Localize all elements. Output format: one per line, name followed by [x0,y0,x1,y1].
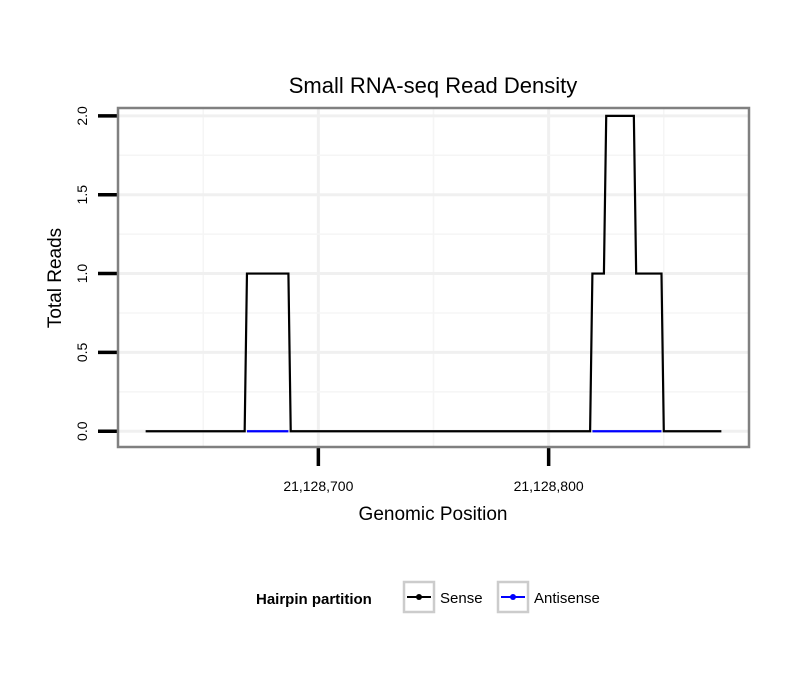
y-tick-label: 0.5 [74,342,90,362]
legend-label-antisense: Antisense [534,590,600,607]
legend-title: Hairpin partition [256,591,372,608]
plot-panel [118,108,749,447]
legend: Hairpin partition Sense Antisense [256,580,600,614]
panel-border-layer [116,106,751,449]
legend-label-sense: Sense [440,590,483,607]
y-tick-label: 1.5 [74,185,90,205]
series-layer [145,114,722,433]
x-axis-title: Genomic Position [359,504,508,525]
y-axis-title: Total Reads [45,228,66,328]
y-axis: 0.0 0.5 1.0 1.5 2.0 [74,106,118,441]
panel-border [116,106,751,449]
chart-title: Small RNA-seq Read Density [289,73,578,98]
y-tick-label: 1.0 [74,264,90,284]
x-tick-label: 21,128,700 [283,478,353,494]
x-tick-label: 21,128,800 [514,478,584,494]
legend-key-point [416,594,422,600]
series-line-sense [145,114,722,433]
y-tick-label: 0.0 [74,421,90,441]
y-tick-label: 2.0 [74,106,90,126]
legend-key-point [510,594,516,600]
x-axis: 21,128,700 21,128,800 [283,447,584,494]
